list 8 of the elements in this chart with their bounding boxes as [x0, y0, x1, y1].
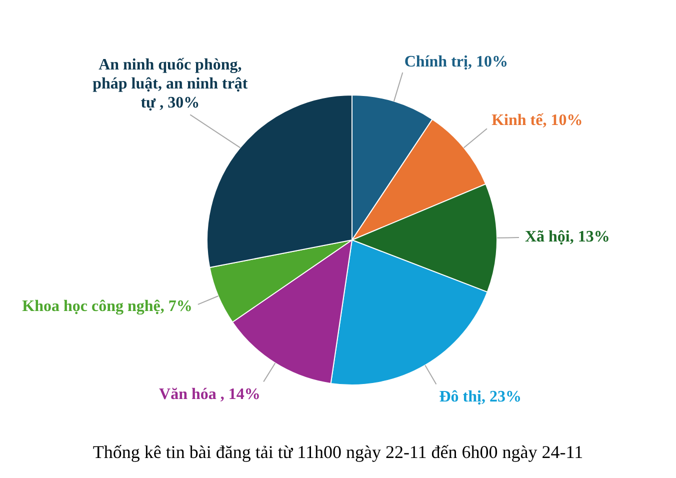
- slice-label: Xã hội, 13%: [524, 228, 610, 246]
- slice-label: Đô thị, 23%: [439, 388, 522, 406]
- slice-label: Khoa học công nghệ, 7%: [22, 297, 192, 314]
- slice-label: Chính trị, 10%: [404, 53, 508, 70]
- slice-label: Kinh tế, 10%: [492, 111, 583, 128]
- slice-label: Văn hóa , 14%: [159, 385, 260, 402]
- text: Thống kê tin bài đăng tải từ 11h00 ngày 22-11 đến 6h00 ngày 24-11: [92, 442, 584, 462]
- slice-label: An ninh quốc phòng, pháp luật, an ninh trật tự , 30%: [92, 56, 248, 112]
